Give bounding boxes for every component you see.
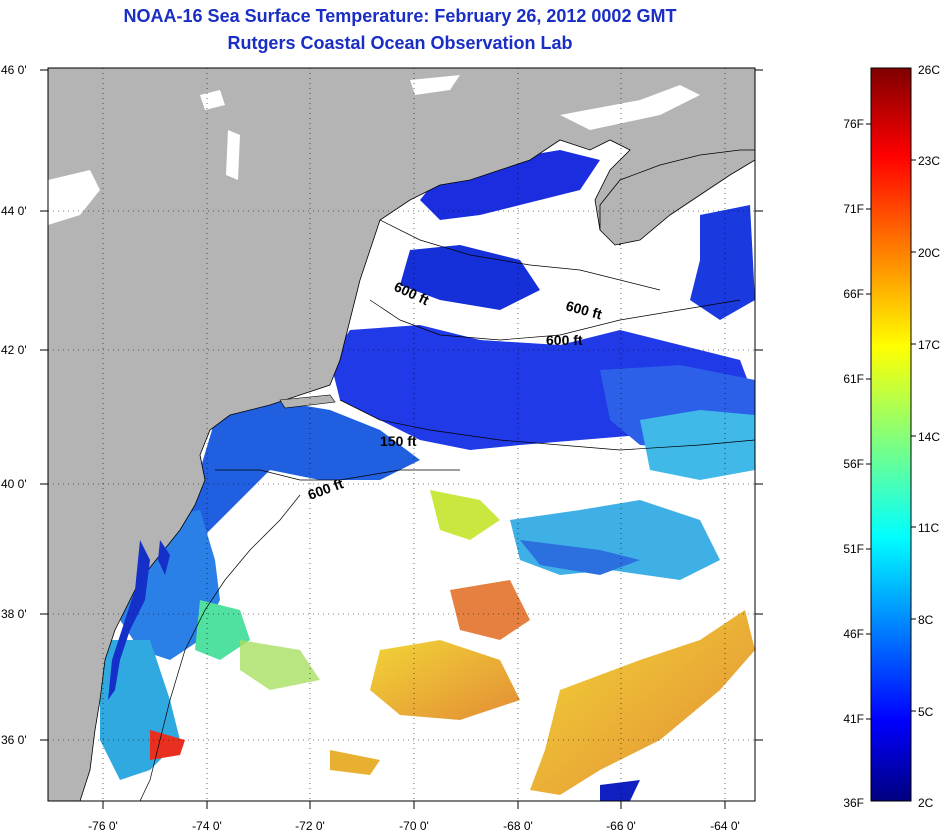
- lon-label: -76 0': [88, 819, 118, 833]
- bathymetry-contours: [139, 219, 755, 801]
- lat-label: 44 0': [1, 204, 27, 218]
- sst-patch: [600, 780, 640, 801]
- chesapeake-bay: [108, 540, 150, 700]
- lon-label: -64 0': [710, 819, 740, 833]
- sst-patch: [690, 205, 755, 320]
- lon-label: -66 0': [606, 819, 636, 833]
- colorbar-fahrenheit-label: 46F: [843, 627, 864, 641]
- lon-label: -70 0': [399, 819, 429, 833]
- colorbar-celsius-label: 20C: [918, 246, 940, 260]
- graticule: [48, 68, 755, 801]
- lake: [226, 130, 240, 180]
- lake: [410, 75, 460, 95]
- sst-patch: [450, 580, 530, 640]
- sst-patch: [400, 245, 540, 310]
- sst-patch: [430, 490, 500, 540]
- contour-line: [339, 399, 755, 451]
- lat-label: 46 0': [1, 63, 27, 77]
- contour-label: 150 ft: [380, 433, 417, 449]
- contour-label: 600 ft: [546, 332, 583, 348]
- sst-patch: [190, 400, 420, 540]
- colorbar-fahrenheit-label: 76F: [843, 117, 864, 131]
- lat-label: 38 0': [1, 607, 27, 621]
- colorbar-celsius-label: 14C: [918, 430, 940, 444]
- colorbar-celsius-label: 23C: [918, 154, 940, 168]
- map-subtitle: Rutgers Coastal Ocean Observation Lab: [227, 33, 573, 53]
- colorbar-fahrenheit-label: 36F: [843, 796, 864, 810]
- lat-label: 36 0': [1, 733, 27, 747]
- sst-patch: [520, 540, 640, 575]
- sst-patch: [420, 150, 600, 220]
- lake: [200, 90, 225, 110]
- sst-patch: [330, 750, 380, 775]
- colorbar-fahrenheit-label: 61F: [843, 372, 864, 386]
- colorbar-celsius-label: 11C: [918, 521, 939, 535]
- colorbar-fahrenheit-label: 41F: [843, 712, 864, 726]
- lake: [48, 170, 100, 225]
- lat-label: 42 0': [1, 343, 27, 357]
- colorbar-celsius-label: 17C: [918, 338, 940, 352]
- colorbar-celsius-label: 2C: [918, 796, 934, 810]
- colorbar-celsius-label: 8C: [918, 613, 934, 627]
- sst-data-layer: [100, 150, 755, 801]
- lon-label: -72 0': [295, 819, 325, 833]
- colorbar-celsius-label: 26C: [918, 63, 940, 77]
- sst-patch: [240, 640, 320, 690]
- contour-line: [369, 299, 741, 341]
- lat-label: 40 0': [1, 477, 27, 491]
- lon-label: -74 0': [192, 819, 222, 833]
- st-lawrence: [560, 85, 700, 130]
- colorbar-fahrenheit-label: 71F: [843, 202, 864, 216]
- sst-patch: [370, 640, 520, 720]
- colorbar-gradient: [870, 67, 912, 802]
- colorbar-fahrenheit-label: 66F: [843, 287, 864, 301]
- sst-patch: [150, 730, 185, 760]
- sst-patch: [530, 610, 755, 795]
- long-island: [279, 394, 336, 409]
- colorbar-fahrenheit-label: 56F: [843, 457, 864, 471]
- nova-scotia: [599, 149, 755, 246]
- contour-line: [215, 469, 460, 481]
- colorbar-celsius-label: 5C: [918, 705, 934, 719]
- map-frame: [47, 67, 756, 802]
- sst-patch: [195, 600, 250, 660]
- colorbar-fahrenheit-label: 51F: [843, 542, 864, 556]
- axis-ticks: [40, 69, 763, 809]
- map-title: NOAA-16 Sea Surface Temperature: Februar…: [123, 6, 677, 26]
- contour-line: [139, 494, 301, 801]
- colorbar: 26C 23C 20C 17C 14C 11C 8C 5C 2C 76F 71F…: [843, 63, 940, 810]
- lon-label: -68 0': [503, 819, 533, 833]
- delaware-bay: [158, 540, 170, 575]
- contour-line: [379, 219, 661, 291]
